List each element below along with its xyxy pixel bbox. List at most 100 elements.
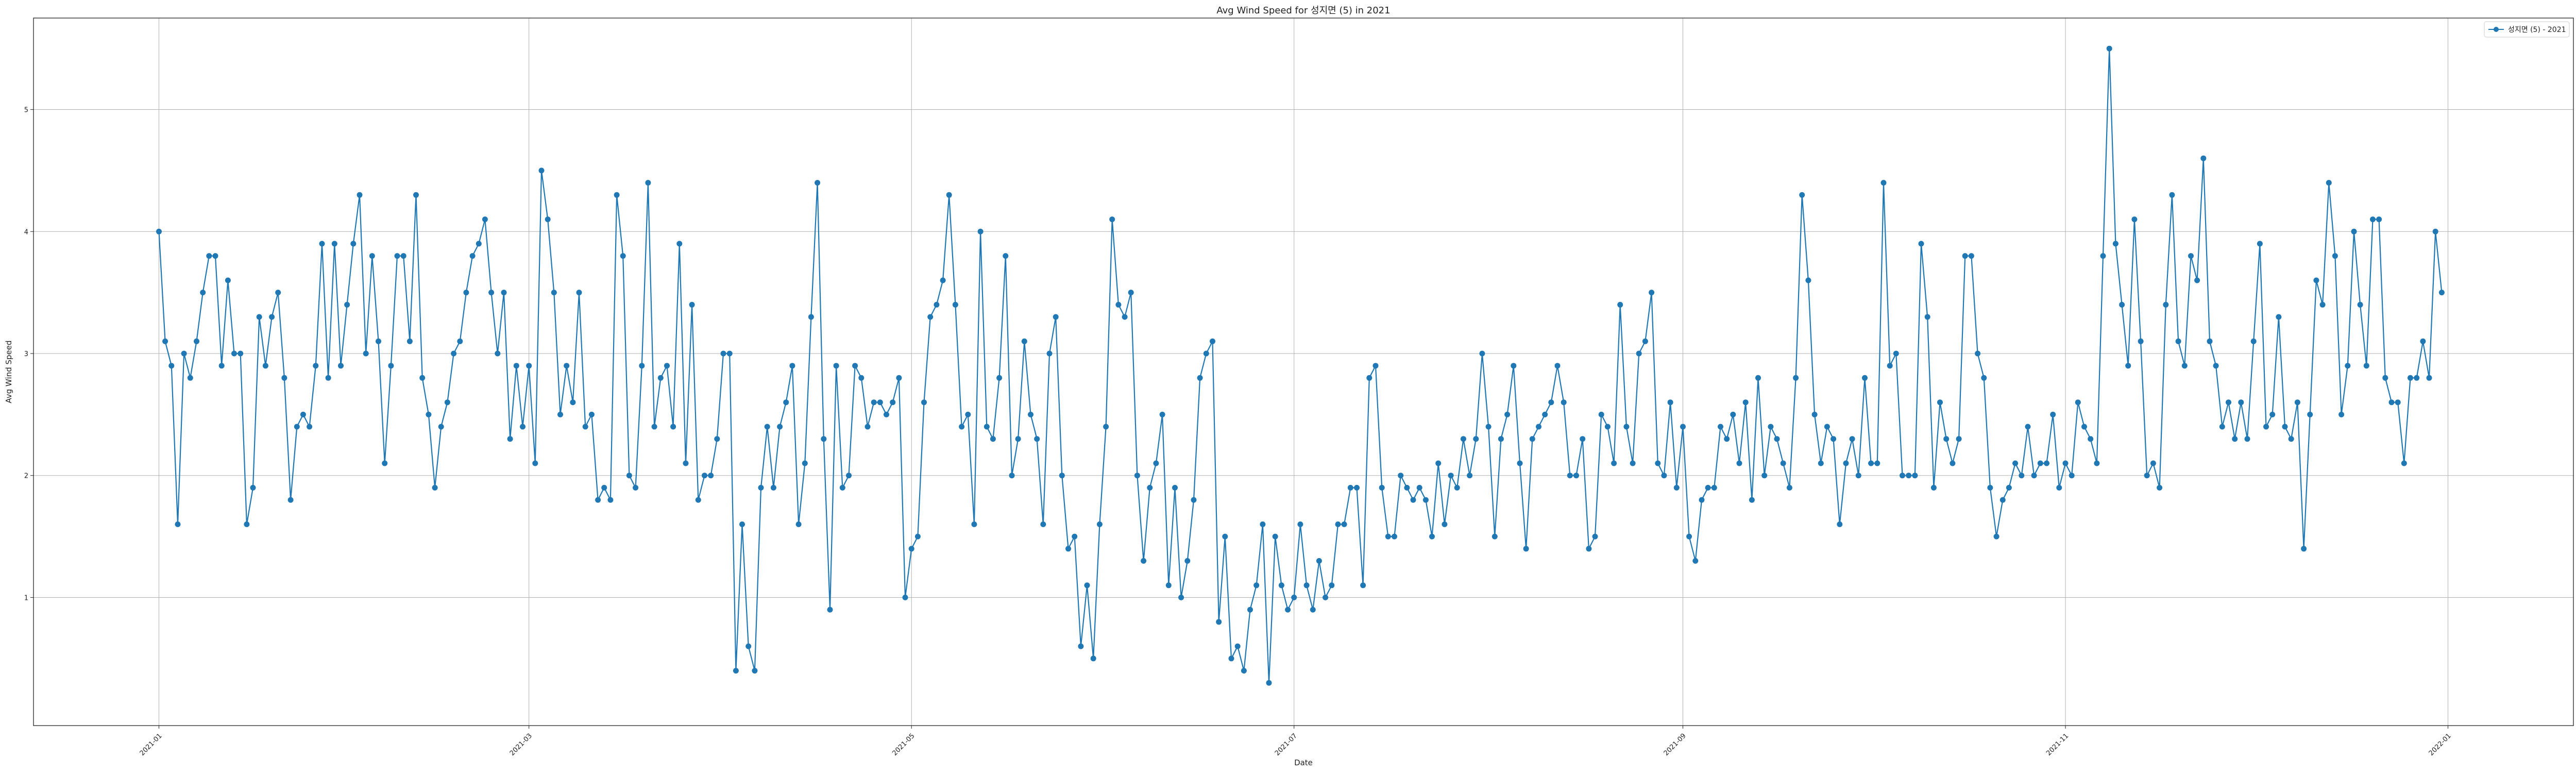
data-point [1153,460,1159,466]
data-point [444,399,450,406]
data-point [1604,424,1611,430]
data-point [1372,363,1379,369]
data-point [1078,643,1084,649]
data-point [821,436,827,442]
data-point [1329,582,1335,589]
data-point [2376,216,2382,223]
data-point [1536,424,1541,430]
data-point [1191,497,1197,503]
data-point [1241,668,1247,674]
data-point [1642,338,1648,344]
data-point [513,363,519,369]
data-point [695,497,701,503]
data-point [2044,460,2049,466]
data-point [1398,473,1404,479]
data-point [1862,375,1868,381]
data-point [2438,290,2445,296]
data-point [331,241,337,247]
data-point [1924,314,1930,320]
data-point [300,411,306,417]
data-point [325,375,331,381]
data-point [200,290,206,296]
data-point [1379,484,1385,491]
data-point [1661,473,1667,479]
data-point [1900,473,1905,479]
chart-title: Avg Wind Speed for 성지면 (5) in 2021 [1216,5,1390,16]
data-point [194,338,199,344]
data-point [438,424,444,430]
data-point [406,338,413,344]
data-point [1479,350,1485,357]
data-point [1272,533,1278,540]
data-point [1548,399,1554,406]
data-point [1065,546,1071,552]
data-point [614,192,620,198]
data-point [2006,484,2012,491]
data-point [400,253,406,259]
data-point [1128,290,1134,296]
data-point [2144,473,2150,479]
data-point [2432,228,2438,234]
data-point [1705,484,1711,491]
data-point [1435,460,1442,466]
data-point [1172,484,1178,491]
data-point [1141,558,1147,564]
data-point [256,314,262,320]
data-point [914,533,921,540]
data-point [1586,546,1592,552]
data-point [2100,253,2106,259]
data-point [2181,363,2188,369]
data-point [2062,460,2069,466]
data-point [319,241,325,247]
data-point [1316,558,1322,564]
data-point [1699,497,1705,503]
data-point [802,460,808,466]
data-point [1724,436,1730,442]
data-point [1291,594,1297,600]
data-point [564,363,570,369]
data-point [971,521,977,527]
data-point [2313,277,2319,283]
data-point [357,192,363,198]
data-point [1354,484,1360,491]
data-point [1260,521,1266,527]
data-point [1460,436,1466,442]
data-point [852,363,858,369]
data-point [1347,484,1353,491]
data-point [2382,375,2388,381]
data-point [2075,399,2081,406]
data-point [1950,460,1956,466]
data-point [1165,582,1172,589]
data-point [1667,399,1673,406]
data-point [162,338,168,344]
data-point [1962,253,1968,259]
data-point [2056,484,2062,491]
data-point [815,180,821,186]
y-tick-label: 5 [24,107,28,114]
legend-box [2484,21,2570,38]
data-point [1197,375,1203,381]
data-point [607,497,614,503]
data-point [1009,473,1015,479]
data-point [557,411,563,417]
plot-frame [33,18,2574,726]
data-point [1598,411,1604,417]
data-point [2301,546,2307,552]
data-point [1467,473,1473,479]
data-point [2307,411,2313,417]
data-point [871,399,877,406]
data-point [2294,399,2300,406]
data-point [1554,363,1561,369]
data-point [764,424,770,430]
data-point [175,521,181,527]
data-point [808,314,814,320]
data-point [1630,460,1636,466]
data-point [639,363,645,369]
data-point [1385,533,1391,540]
data-point [275,290,281,296]
grid [33,18,2573,726]
data-point [1993,533,1999,540]
data-point [1122,314,1128,320]
y-tick-label: 2 [24,473,28,480]
data-point [689,301,695,308]
